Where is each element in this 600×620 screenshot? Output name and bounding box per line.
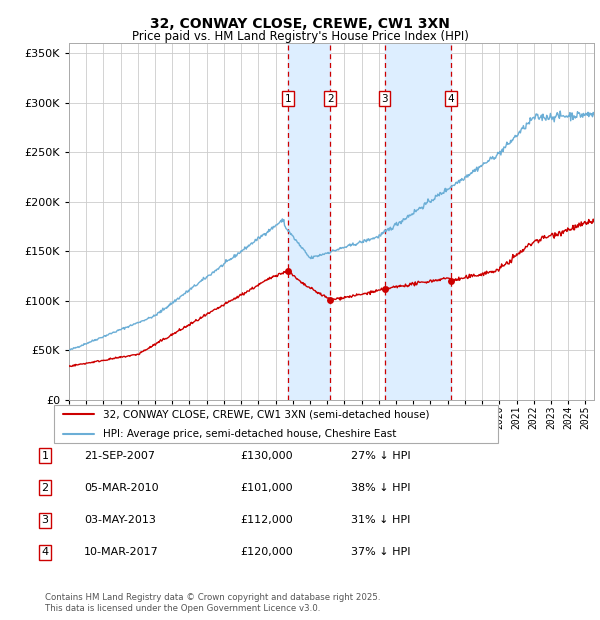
Text: £120,000: £120,000 — [240, 547, 293, 557]
Text: 37% ↓ HPI: 37% ↓ HPI — [351, 547, 410, 557]
Text: 10-MAR-2017: 10-MAR-2017 — [84, 547, 159, 557]
Text: £130,000: £130,000 — [240, 451, 293, 461]
Text: 31% ↓ HPI: 31% ↓ HPI — [351, 515, 410, 525]
Text: 03-MAY-2013: 03-MAY-2013 — [84, 515, 156, 525]
Bar — [288, 43, 330, 400]
Text: 3: 3 — [41, 515, 49, 525]
Text: 3: 3 — [381, 94, 388, 104]
Text: Price paid vs. HM Land Registry's House Price Index (HPI): Price paid vs. HM Land Registry's House … — [131, 30, 469, 43]
Text: HPI: Average price, semi-detached house, Cheshire East: HPI: Average price, semi-detached house,… — [103, 428, 396, 439]
Bar — [385, 43, 451, 400]
Text: 05-MAR-2010: 05-MAR-2010 — [84, 483, 158, 493]
Text: 4: 4 — [448, 94, 454, 104]
Text: 1: 1 — [41, 451, 49, 461]
Text: £101,000: £101,000 — [240, 483, 293, 493]
Text: 4: 4 — [41, 547, 49, 557]
Text: 32, CONWAY CLOSE, CREWE, CW1 3XN: 32, CONWAY CLOSE, CREWE, CW1 3XN — [150, 17, 450, 32]
Text: 27% ↓ HPI: 27% ↓ HPI — [351, 451, 410, 461]
Text: 1: 1 — [284, 94, 291, 104]
Text: 2: 2 — [41, 483, 49, 493]
Text: 21-SEP-2007: 21-SEP-2007 — [84, 451, 155, 461]
Text: £112,000: £112,000 — [240, 515, 293, 525]
Text: 32, CONWAY CLOSE, CREWE, CW1 3XN (semi-detached house): 32, CONWAY CLOSE, CREWE, CW1 3XN (semi-d… — [103, 409, 430, 420]
Text: Contains HM Land Registry data © Crown copyright and database right 2025.
This d: Contains HM Land Registry data © Crown c… — [45, 593, 380, 613]
Text: 2: 2 — [327, 94, 334, 104]
Text: 38% ↓ HPI: 38% ↓ HPI — [351, 483, 410, 493]
